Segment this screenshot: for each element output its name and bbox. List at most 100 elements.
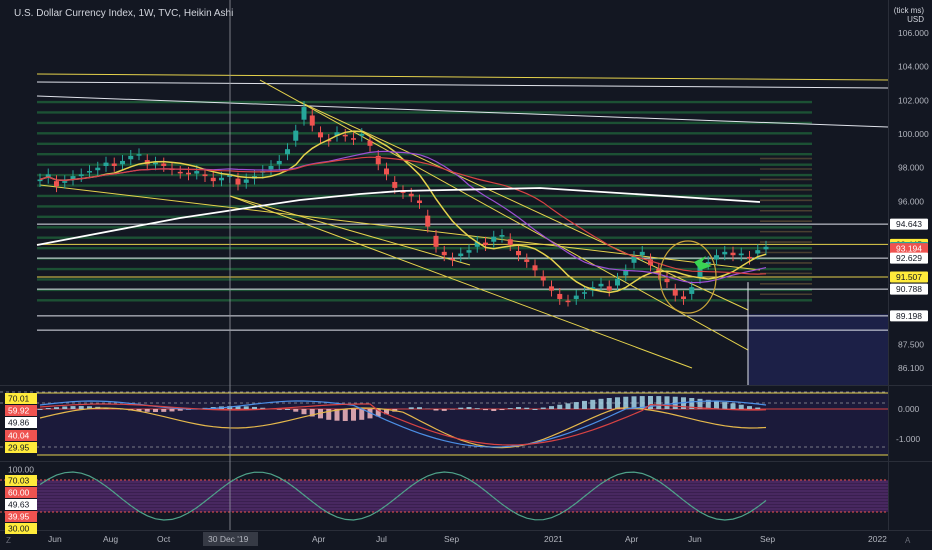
- crosshair-date-label: 30 Dec '19: [208, 534, 249, 544]
- candle-body: [606, 286, 612, 291]
- trend-line: [36, 95, 889, 128]
- timezone-icon[interactable]: Z: [6, 536, 11, 545]
- histogram-bar: [499, 409, 505, 411]
- candle-body: [400, 191, 406, 193]
- price-tag-box: [890, 283, 928, 295]
- osc1-axis-label: 0.000: [898, 404, 920, 414]
- main-price-pane[interactable]: [36, 73, 889, 385]
- osc1-level-tag: [5, 405, 37, 416]
- candle-body: [615, 278, 620, 286]
- candle-body: [351, 138, 356, 140]
- candle-body: [45, 174, 51, 178]
- candle-body: [573, 295, 579, 299]
- candle-body: [367, 140, 373, 146]
- histogram-bar: [730, 403, 736, 409]
- candle-body: [326, 139, 332, 142]
- x-tick-label: Jun: [48, 534, 62, 544]
- y-tick-label: 100.000: [898, 129, 929, 139]
- x-tick-label: Jun: [688, 534, 702, 544]
- histogram-bar: [276, 409, 282, 410]
- histogram-bar: [747, 406, 752, 409]
- histogram-bar: [37, 409, 43, 410]
- histogram-bar: [359, 409, 365, 420]
- price-axis[interactable]: 106.000 104.000 102.000 100.000 98.000 96.000…: [890, 28, 929, 373]
- candle-body: [120, 160, 125, 165]
- osc2-level-tag: [5, 511, 37, 522]
- candle-body: [62, 181, 68, 183]
- candle-body: [276, 160, 282, 165]
- candle-body: [235, 178, 241, 185]
- candle-body: [565, 300, 571, 303]
- histogram-bar: [458, 407, 464, 409]
- histogram-bar: [293, 409, 299, 412]
- price-tag-label: 93.194: [896, 244, 922, 254]
- candle-body: [499, 235, 505, 237]
- price-tag-box: [890, 218, 928, 230]
- x-tick-label: Aug: [103, 534, 118, 544]
- histogram-bar: [491, 409, 497, 411]
- candle-body: [243, 179, 249, 183]
- histogram-bar: [408, 407, 414, 409]
- candle-body: [747, 256, 752, 259]
- candle-body: [681, 296, 686, 299]
- currency-label[interactable]: (tick ms) USD: [894, 6, 924, 24]
- candle-body: [507, 239, 513, 246]
- candle-body: [474, 241, 480, 247]
- candle-body: [417, 200, 422, 204]
- histogram-bar: [664, 396, 670, 409]
- candle-body: [631, 256, 637, 263]
- projection-box: [748, 314, 888, 385]
- histogram-bar: [70, 406, 76, 409]
- candle-body: [268, 165, 274, 170]
- candle-body: [557, 293, 563, 299]
- candle-body: [408, 193, 414, 197]
- price-tag-box: [890, 310, 928, 322]
- y-tick-label: 102.000: [898, 95, 929, 105]
- x-tick-label: Apr: [625, 534, 638, 544]
- histogram-bar: [62, 406, 68, 409]
- trend-line: [229, 195, 693, 369]
- oscillator-pane-1[interactable]: 70.01 59.92 49.86 40.04 29.95 0.000 -1.000: [0, 391, 920, 456]
- candle-body: [763, 246, 769, 250]
- candle-body: [664, 278, 670, 283]
- osc1-level-tag: [5, 442, 37, 453]
- candle-body: [598, 283, 604, 287]
- candle-body: [384, 168, 389, 175]
- candle-body: [441, 251, 447, 256]
- candle-body: [161, 163, 167, 166]
- histogram-bar: [532, 409, 538, 410]
- candle-body: [714, 255, 719, 260]
- histogram-bar: [136, 409, 142, 412]
- candle-body: [458, 253, 464, 257]
- candle-body: [375, 155, 381, 165]
- candle-body: [359, 134, 365, 136]
- time-axis[interactable]: Jun Aug Oct 30 Dec '19 Apr Jul Sep 2021 Apr Jun Se…: [48, 532, 887, 546]
- chart-title: U.S. Dollar Currency Index, 1W, TVC, Hei…: [14, 8, 234, 19]
- auto-scale-icon[interactable]: A: [905, 536, 911, 545]
- candle-body: [524, 259, 530, 262]
- osc1-level-tag: [5, 430, 37, 441]
- histogram-bar: [260, 407, 266, 409]
- candle-body: [210, 177, 216, 182]
- trend-line: [299, 101, 749, 311]
- candle-body: [128, 155, 134, 160]
- trend-line: [36, 73, 889, 81]
- histogram-bar: [631, 396, 637, 409]
- histogram-bar: [615, 397, 620, 409]
- x-tick-label: 2021: [544, 534, 563, 544]
- candle-body: [37, 179, 43, 182]
- candle-body: [549, 286, 554, 291]
- y-tick-label: 86.100: [898, 363, 924, 373]
- candle-body: [738, 253, 744, 256]
- histogram-bar: [301, 409, 307, 415]
- histogram-bar: [565, 403, 571, 409]
- osc2-level-label: 30.00: [8, 524, 30, 534]
- candle-body: [177, 171, 183, 174]
- circle-annotation: [659, 240, 717, 314]
- histogram-bar: [342, 409, 348, 421]
- candle-body: [540, 276, 546, 281]
- histogram-bar: [309, 409, 315, 417]
- candle-body: [639, 251, 645, 256]
